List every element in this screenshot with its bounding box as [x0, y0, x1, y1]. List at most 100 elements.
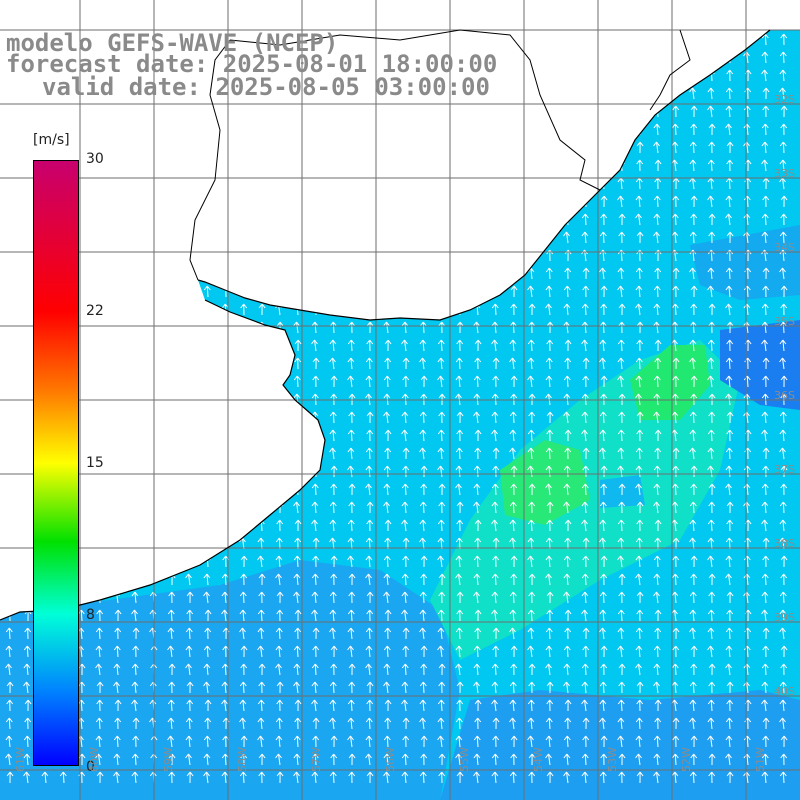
wind-arrow	[203, 483, 211, 496]
wind-arrow	[239, 357, 246, 370]
wind-arrow	[401, 501, 409, 514]
wind-arrow	[366, 591, 374, 604]
wind-arrow	[221, 213, 229, 226]
wind-arrow	[492, 267, 500, 280]
wind-arrow	[203, 753, 211, 766]
wind-arrow	[761, 213, 769, 226]
wind-arrow	[132, 537, 140, 550]
wind-arrow	[707, 717, 715, 730]
wind-arrow	[203, 465, 211, 478]
wind-arrow	[167, 717, 175, 730]
wind-arrow	[114, 357, 122, 370]
wind-arrow	[293, 663, 301, 676]
wind-arrow	[96, 699, 104, 712]
wind-arrow	[312, 537, 320, 550]
colorbar-tick: 15	[86, 455, 104, 471]
wind-arrow	[635, 357, 643, 370]
wind-arrow	[276, 699, 284, 712]
wind-arrow	[581, 231, 589, 244]
wind-arrow	[473, 123, 481, 136]
wind-arrow	[780, 753, 788, 766]
wind-arrow	[635, 735, 643, 748]
wind-arrow	[473, 735, 481, 748]
wind-arrow	[402, 177, 410, 190]
wind-arrow	[329, 231, 337, 244]
wind-arrow	[329, 447, 336, 460]
wind-arrow	[131, 213, 139, 226]
wind-arrow	[725, 195, 733, 208]
wind-arrow	[258, 231, 266, 244]
wind-arrow	[383, 105, 391, 118]
wind-arrow	[708, 483, 716, 496]
wind-arrow	[599, 51, 607, 64]
wind-arrow	[528, 771, 536, 784]
wind-arrow	[437, 159, 445, 172]
wind-arrow	[420, 663, 428, 676]
wind-arrow	[599, 429, 607, 442]
wind-arrow	[564, 609, 572, 622]
wind-arrow	[366, 609, 374, 622]
wind-arrow	[455, 483, 462, 496]
wind-arrow	[258, 483, 266, 496]
wind-arrow	[599, 339, 607, 352]
wind-arrow	[420, 753, 428, 766]
wind-arrow	[240, 123, 248, 136]
wind-arrow	[779, 411, 787, 424]
wind-arrow	[672, 267, 680, 280]
wind-arrow	[185, 195, 193, 208]
coastline	[0, 29, 771, 621]
wind-arrow	[5, 717, 13, 730]
wind-arrow	[24, 429, 32, 442]
wind-arrow	[347, 609, 355, 622]
wind-arrow	[257, 627, 265, 640]
wind-arrow	[635, 447, 643, 460]
wind-arrow	[95, 555, 103, 568]
wind-arrow	[221, 411, 229, 424]
wind-arrow	[725, 645, 733, 658]
wind-arrow	[348, 141, 356, 154]
wind-arrow	[312, 555, 320, 568]
wind-arrow	[474, 267, 482, 280]
wind-arrow	[240, 213, 248, 226]
wind-arrow	[618, 303, 626, 316]
wind-arrow	[168, 303, 176, 316]
wind-arrow	[689, 501, 697, 514]
wind-arrow	[24, 699, 32, 712]
wind-arrow	[5, 267, 13, 280]
wind-arrow	[311, 483, 319, 496]
wind-arrow	[203, 123, 211, 136]
wind-arrow	[275, 483, 282, 496]
wind-arrow	[527, 285, 534, 298]
wind-arrow	[654, 627, 662, 640]
wind-arrow	[240, 645, 248, 658]
wind-arrow	[365, 663, 372, 676]
wind-arrow	[203, 645, 211, 658]
wind-arrow	[473, 681, 480, 694]
wind-arrow	[545, 627, 553, 640]
wind-arrow	[779, 681, 787, 694]
wind-arrow	[509, 141, 517, 154]
wind-arrow	[762, 195, 770, 208]
wind-arrow	[707, 159, 715, 172]
model-title: modelo GEFS-WAVE (NCEP)	[6, 29, 339, 57]
latitude-label: 40S	[774, 685, 795, 698]
wind-arrow	[726, 339, 734, 352]
wind-arrow	[635, 645, 643, 658]
wind-arrow	[221, 231, 229, 244]
wind-arrow	[365, 357, 373, 370]
wind-arrow	[690, 555, 698, 568]
wind-arrow	[455, 465, 463, 478]
wind-arrow	[563, 33, 571, 46]
wind-arrow	[23, 591, 30, 604]
wind-arrow	[365, 195, 373, 208]
wind-arrow	[762, 465, 770, 478]
wind-arrow	[6, 699, 14, 712]
wind-arrow	[545, 375, 553, 388]
wind-arrow	[311, 681, 319, 694]
wind-arrow	[95, 375, 103, 388]
wind-arrow	[257, 285, 264, 298]
wind-arrow	[545, 735, 553, 748]
wind-arrow	[167, 285, 174, 298]
wind-arrow	[599, 771, 607, 784]
wind-arrow	[563, 411, 570, 424]
